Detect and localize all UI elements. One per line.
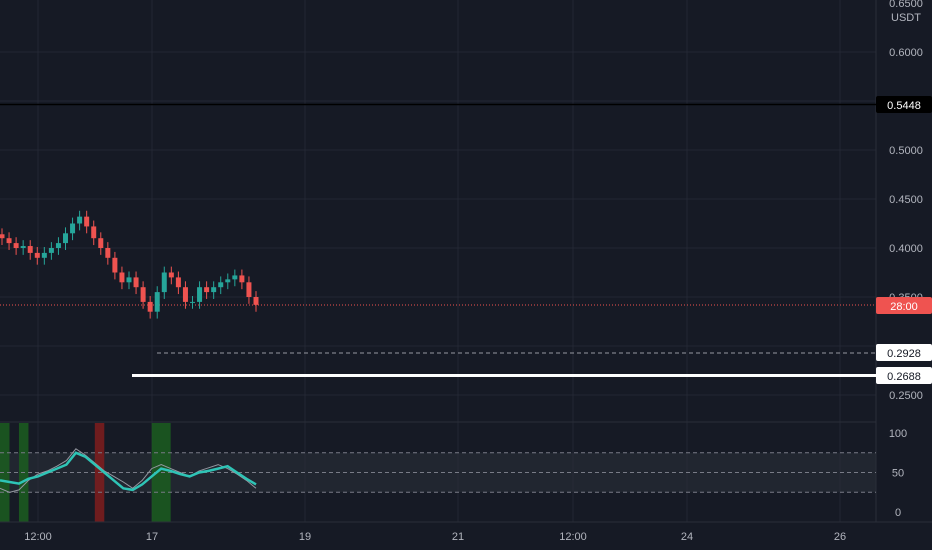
candle-body <box>63 233 68 244</box>
candle-body <box>246 282 252 297</box>
candle-body <box>211 287 217 293</box>
oscillator-main-line <box>0 451 257 492</box>
candle-body <box>232 275 238 280</box>
price-tick-label: 0.6000 <box>889 47 923 59</box>
candle-body <box>239 275 245 283</box>
time-tick-label: 21 <box>452 531 464 543</box>
price-tick-label: 0.4000 <box>889 243 923 255</box>
candle-body <box>6 238 12 244</box>
candle-body <box>147 301 153 312</box>
time-tick-label: 12:00 <box>559 531 587 543</box>
dashed-line-tag: 0.2928 <box>876 344 932 361</box>
currency-label: USDT <box>891 12 921 24</box>
candle-body <box>77 216 83 224</box>
price-tick-label: 0.2500 <box>889 390 923 402</box>
candle-body <box>98 238 104 248</box>
candle-body <box>175 277 181 288</box>
candle-body <box>84 216 90 227</box>
candle-body <box>182 287 188 302</box>
oscillator-pane <box>0 423 876 522</box>
price-tick-label: 0.4500 <box>889 194 923 206</box>
candle-body <box>70 223 76 234</box>
countdown-tag: 28:00 <box>876 297 932 314</box>
grid <box>0 0 876 522</box>
oscillator-tick-label: 100 <box>889 428 907 440</box>
green-zone <box>0 423 10 522</box>
oscillator-tick-label: 0 <box>895 507 901 519</box>
upper-line-tag: 0.5448 <box>876 96 932 113</box>
time-tick-label: 19 <box>299 531 311 543</box>
candle-body <box>168 272 174 278</box>
countdown-tag-text: 28:00 <box>890 301 918 313</box>
oscillator-tick-label: 50 <box>892 468 904 480</box>
time-tick-label: 24 <box>681 531 693 543</box>
candle-body <box>126 277 132 283</box>
candle-body <box>41 252 47 258</box>
candle-body <box>27 246 33 253</box>
candle-body <box>48 248 54 253</box>
candle-body <box>91 226 97 239</box>
candle-body <box>218 282 224 288</box>
candle-body <box>204 287 210 293</box>
candle-body <box>112 257 118 273</box>
oscillator-signal-line <box>0 448 257 493</box>
time-axis[interactable]: 12:00 17 19 21 12:00 24 26 <box>24 531 846 543</box>
time-tick-label: 12:00 <box>24 531 52 543</box>
candle-body <box>253 297 259 305</box>
price-tick-label: 0.6500 <box>889 0 923 10</box>
dashed-line-tag-text: 0.2928 <box>887 348 921 360</box>
candle-body <box>119 272 125 283</box>
lower-line-tag-text: 0.2688 <box>887 371 921 383</box>
candle-body <box>154 292 160 312</box>
candle-body <box>55 243 61 248</box>
lower-line-tag: 0.2688 <box>876 367 932 384</box>
oscillator-axis[interactable]: 100 50 0 <box>889 428 907 519</box>
candle-body <box>105 248 111 258</box>
candle-body <box>133 277 139 288</box>
time-tick-label: 17 <box>146 531 158 543</box>
price-tick-label: 0.5000 <box>889 145 923 157</box>
candle-body <box>34 252 40 258</box>
candle-body <box>197 287 203 302</box>
candles <box>0 210 259 319</box>
candle-body <box>0 234 5 239</box>
candle-body <box>190 301 195 303</box>
candle-body <box>13 243 19 248</box>
candle-body <box>140 287 146 302</box>
candle-body <box>225 279 231 283</box>
candle-body <box>161 272 167 293</box>
time-tick-label: 26 <box>834 531 846 543</box>
candle-body <box>20 246 26 248</box>
upper-line-tag-text: 0.5448 <box>887 100 921 112</box>
